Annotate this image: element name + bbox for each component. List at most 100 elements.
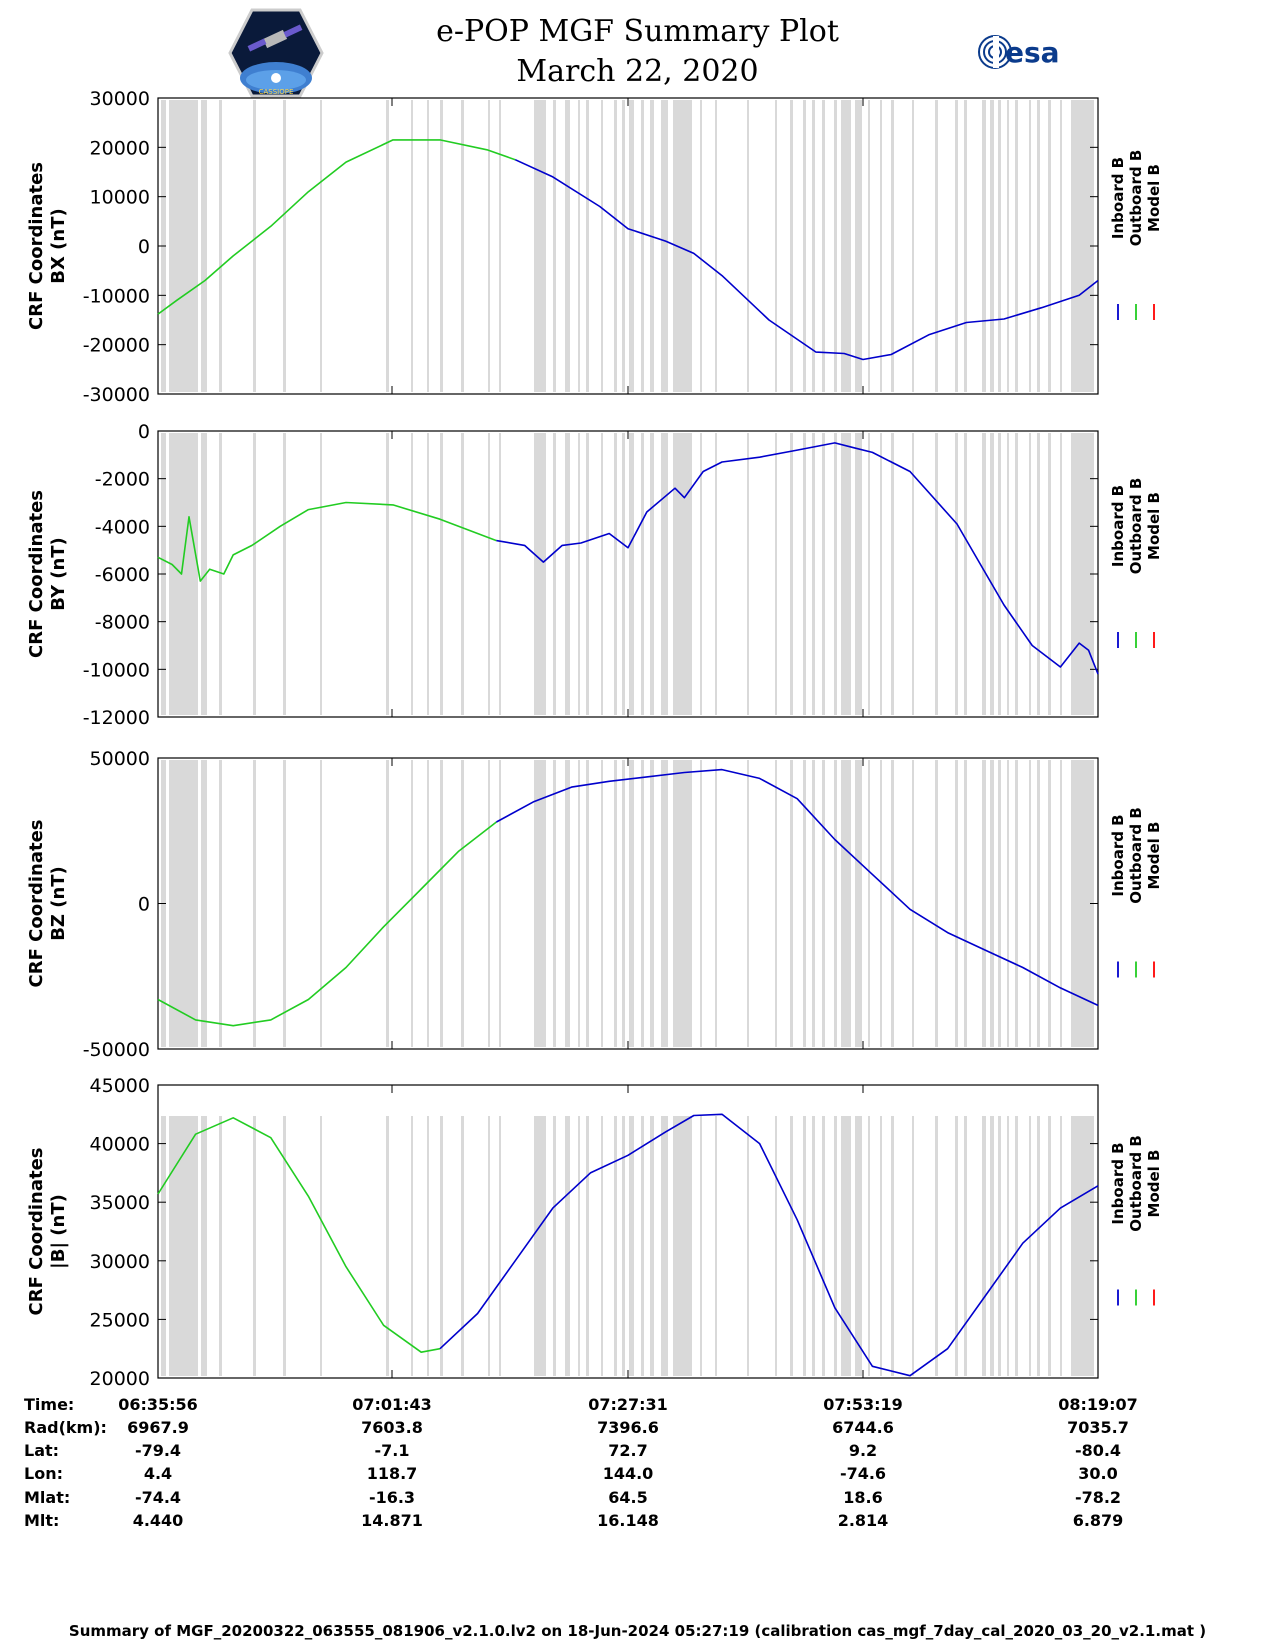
data-gap-band [253, 100, 256, 392]
data-gap-band [629, 1116, 634, 1376]
y-tick-label: -30000 [83, 384, 150, 406]
data-gap-band [891, 1116, 894, 1376]
data-gap-band [622, 433, 625, 715]
data-gap-band [553, 1116, 556, 1376]
data-gap-band [964, 100, 967, 392]
legend-label: Outboard B [1127, 807, 1145, 904]
data-gap-band [700, 1116, 702, 1376]
data-gap-band [661, 760, 668, 1047]
data-gap-band [641, 100, 644, 392]
data-gap-band [955, 100, 958, 392]
data-gap-band [868, 1116, 870, 1376]
data-gap-band [982, 100, 986, 392]
data-gap-band [283, 760, 286, 1047]
y-axis-unit-label: |B| (nT) [48, 1194, 69, 1269]
data-gap-band [386, 760, 389, 1047]
data-gap-band [880, 1116, 882, 1376]
data-gap-band [982, 1116, 986, 1376]
y-tick-label: -2000 [95, 469, 150, 491]
data-gap-band [1007, 100, 1009, 392]
data-gap-band [386, 433, 389, 715]
data-gap-band [461, 100, 464, 392]
series-line-outboard-b [157, 139, 516, 315]
data-gap-band [553, 100, 556, 392]
data-gap-band [912, 433, 914, 715]
data-gap-band [488, 433, 490, 715]
data-gap-band [1060, 433, 1062, 715]
data-gap-band [578, 100, 580, 392]
data-gap-band [629, 433, 634, 715]
data-gap-band [201, 1116, 207, 1376]
data-gap-band [834, 1116, 837, 1376]
data-gap-band [935, 433, 938, 715]
data-gap-band [998, 100, 1001, 392]
y-axis-label: CRF Coordinates [26, 490, 47, 658]
data-gap-band [253, 760, 256, 1047]
data-gap-band [880, 433, 882, 715]
data-gap-band [834, 760, 837, 1047]
data-gap-band [747, 760, 749, 1047]
data-gap-band [1037, 760, 1040, 1047]
data-gap-band [955, 1116, 958, 1376]
y-tick-label: 45000 [90, 1075, 150, 1097]
data-gap-band [747, 433, 749, 715]
series-line-inboard-b [496, 768, 1099, 1007]
data-gap-band [1029, 1116, 1031, 1376]
data-gap-band [641, 760, 644, 1047]
data-gap-band [201, 433, 207, 715]
data-gap-band [990, 760, 994, 1047]
data-gap-band [499, 760, 501, 1047]
data-gap-band [880, 760, 882, 1047]
data-gap-band [386, 100, 389, 392]
data-gap-band [982, 760, 986, 1047]
data-gap-band [661, 1116, 668, 1376]
y-tick-label: 25000 [90, 1309, 150, 1331]
data-gap-band [586, 100, 589, 392]
data-gap-band [990, 1116, 994, 1376]
data-gap-band [411, 760, 413, 1047]
data-gap-band [565, 760, 570, 1047]
data-gap-band [427, 100, 429, 392]
data-gap-band [964, 760, 967, 1047]
data-gap-band [253, 1116, 256, 1376]
data-gap-band [673, 433, 692, 715]
data-gap-band [834, 100, 837, 392]
data-gap-band [650, 760, 654, 1047]
y-tick-label: -10000 [83, 659, 150, 681]
y-axis-unit-label: BX (nT) [48, 208, 69, 283]
y-tick-label: 0 [138, 894, 150, 916]
data-gap-band [427, 1116, 429, 1376]
data-gap-band [1060, 1116, 1062, 1376]
data-gap-band [998, 433, 1001, 715]
legend-label: Inboard B [1109, 814, 1127, 896]
y-tick-label: -50000 [83, 1039, 150, 1061]
legend-label: Inboard B [1109, 157, 1127, 239]
data-gap-band [812, 760, 815, 1047]
data-gap-band [1037, 433, 1040, 715]
legend-label: Inboard B [1109, 1142, 1127, 1224]
y-axis-label: CRF Coordinates [26, 820, 47, 988]
data-gap-band [534, 760, 546, 1047]
data-gap-band [488, 1116, 490, 1376]
data-gap-band [822, 1116, 825, 1376]
data-gap-band [715, 433, 717, 715]
esa-logo-text: esa [1005, 36, 1060, 69]
data-gap-band [553, 433, 556, 715]
data-gap-band [601, 433, 603, 715]
y-tick-label: -4000 [95, 516, 150, 538]
data-gap-band [803, 433, 806, 715]
data-gap-band [673, 100, 692, 392]
series-line-inboard-b [439, 1113, 1099, 1377]
data-gap-band [855, 1116, 862, 1376]
data-gap-band [440, 100, 443, 392]
data-gap-band [775, 760, 777, 1047]
data-gap-band [622, 760, 625, 1047]
data-gap-band [565, 433, 570, 715]
data-gap-band [629, 760, 634, 1047]
data-gap-band [855, 760, 862, 1047]
legend-label: Outboard B [1127, 478, 1145, 575]
footer-summary: Summary of MGF_20200322_063555_081906_v2… [68, 1622, 1207, 1640]
data-gap-band [998, 760, 1001, 1047]
data-gap-band [320, 433, 322, 715]
